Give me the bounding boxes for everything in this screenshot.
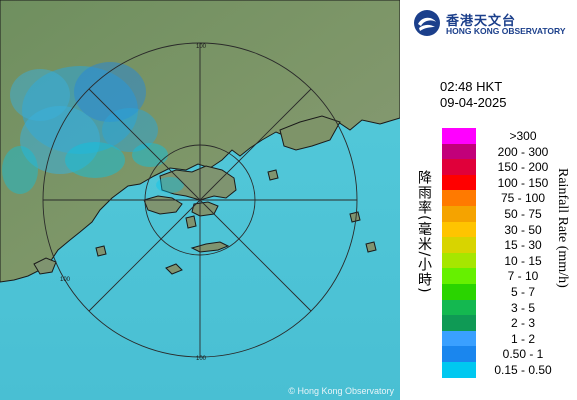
legend-label: 200 - 300 — [497, 144, 549, 159]
western-island-1 — [33, 257, 57, 275]
legend-row: >300 — [442, 128, 577, 144]
hko-logo[interactable]: 香港天文台 HONG KONG OBSERVATORY — [412, 8, 572, 40]
legend-label: 5 - 7 — [510, 284, 535, 299]
western-island-2 — [95, 245, 107, 257]
legend-swatch — [442, 159, 476, 175]
legend-row: 50 - 75 — [442, 205, 577, 222]
legend-row: 0.15 - 0.50 — [442, 361, 577, 378]
legend-row: 150 - 200 — [442, 159, 577, 175]
lamma-island — [185, 215, 197, 229]
legend-label: 0.50 - 1 — [502, 347, 544, 362]
legend-label: 75 - 100 — [500, 191, 546, 206]
legend-row: 15 - 30 — [442, 237, 577, 253]
legend-row: 30 - 50 — [442, 221, 577, 238]
radar-time: 02:48 HKT — [440, 79, 503, 94]
legend-label: 30 - 50 — [504, 222, 542, 237]
radar-map[interactable]: 100 100 100 © Hong Kong Observatory — [0, 0, 400, 400]
radar-echo-area — [2, 62, 184, 194]
legend-label: 100 - 150 — [497, 175, 549, 190]
ring-label-south: 100 — [196, 356, 207, 362]
org-name-zh: 香港天文台 — [446, 14, 517, 29]
range-rings — [42, 42, 358, 358]
legend-row: 10 - 15 — [442, 252, 577, 269]
legend-swatch — [442, 128, 476, 144]
hong-kong-land — [159, 165, 237, 201]
legend-label: 150 - 200 — [497, 160, 549, 175]
eastern-island-3 — [267, 169, 279, 181]
legend-row: 100 - 150 — [442, 174, 577, 191]
rainfall-legend: >300 200 - 300 150 - 200 100 - 150 75 - 100 5… — [442, 128, 577, 378]
org-name-en: HONG KONG OBSERVATORY — [446, 26, 566, 36]
legend-label: 3 - 5 — [510, 300, 535, 315]
legend-swatch — [442, 221, 476, 238]
ring-label-west: 100 — [60, 277, 71, 283]
legend-swatch — [442, 190, 476, 206]
east-peninsula — [279, 115, 341, 151]
legend-swatch — [442, 174, 476, 191]
legend-row: 200 - 300 — [442, 143, 577, 160]
legend-swatch — [442, 252, 476, 269]
legend-swatch — [442, 330, 476, 347]
legend-swatch — [442, 315, 476, 331]
legend-row: 75 - 100 — [442, 190, 577, 206]
ring-labels: 100 100 100 — [60, 44, 207, 362]
hko-logo-icon — [414, 10, 440, 36]
eastern-island-1 — [349, 211, 361, 223]
legend-row: 7 - 10 — [442, 268, 577, 284]
legend-swatch — [442, 361, 476, 378]
radar-date: 09-04-2025 — [440, 95, 507, 110]
copyright-notice: © Hong Kong Observatory — [288, 386, 394, 396]
eastern-island-2 — [365, 241, 377, 253]
legend-panel: 香港天文台 HONG KONG OBSERVATORY 02:48 HKT 09… — [400, 0, 577, 400]
legend-title-en: Rainfall Rate (mm/h) — [555, 168, 570, 288]
legend-label: 7 - 10 — [507, 269, 539, 284]
legend-swatch — [442, 346, 476, 362]
legend-swatch — [442, 143, 476, 160]
legend-swatch — [442, 268, 476, 284]
legend-label: 1 - 2 — [510, 331, 535, 346]
legend-row: 0.50 - 1 — [442, 346, 577, 362]
legend-label: 2 - 3 — [510, 316, 535, 331]
western-island-3 — [165, 263, 183, 275]
ring-label-north: 100 — [196, 44, 207, 50]
legend-label: 15 - 30 — [504, 238, 542, 253]
legend-swatch — [442, 237, 476, 253]
legend-label: >300 — [509, 129, 537, 143]
legend-row: 3 - 5 — [442, 299, 577, 316]
legend-row: 5 - 7 — [442, 283, 577, 300]
legend-label: 0.15 - 0.50 — [494, 362, 552, 377]
legend-swatch — [442, 299, 476, 316]
legend-label: 50 - 75 — [504, 206, 542, 221]
legend-title-zh: 降雨率(毫米/小時) — [416, 170, 432, 294]
legend-swatch — [442, 283, 476, 300]
lantau-island — [143, 195, 183, 215]
legend-row: 1 - 2 — [442, 330, 577, 347]
legend-row: 2 - 3 — [442, 315, 577, 331]
legend-swatch — [442, 205, 476, 222]
legend-label: 10 - 15 — [504, 253, 542, 268]
radar-map-canvas: 100 100 100 — [0, 0, 400, 400]
